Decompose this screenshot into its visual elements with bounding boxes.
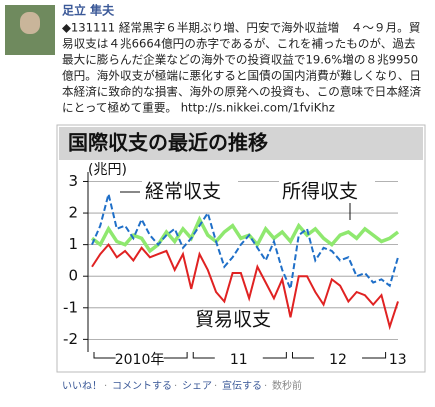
action-link[interactable]: シェア: [182, 381, 212, 392]
post-text-line: にとって極めて重要。 http://s.nikkei.com/1fviKhz: [62, 101, 335, 115]
year-bracket: [93, 352, 188, 359]
series-line: [91, 193, 399, 293]
y-tick-label: 0: [68, 267, 78, 285]
year-bracket: [192, 352, 287, 359]
x-tick-label: 12: [329, 352, 347, 368]
post-text-line: ◆131111 経常黒字６半期ぶり増、円安で海外収益増 ４～９月。貿: [62, 21, 420, 35]
y-unit: (兆円): [88, 162, 127, 178]
post-text-line: 易収支は４兆6664億円の赤字であるが、これを補ったものが、過去: [62, 37, 416, 51]
chart-title: 国際収支の最近の推移: [68, 131, 268, 155]
y-tick-label: 2: [68, 204, 78, 222]
series-label: 貿易収支: [195, 309, 271, 331]
post-text-line: 最大に膨らんだ企業などの海外での投資収益で19.6%増の８兆9950: [62, 53, 418, 67]
post-text-line: 億円。海外収支が極端に悪化すると国債の国内消費が難しくなり、日: [62, 69, 421, 83]
post-text-line: 本経済に致命的な損害、海外の原発への投資も、この意味で日本経済: [62, 85, 421, 99]
separator: ·: [104, 381, 107, 392]
separator: ·: [174, 381, 177, 392]
action-link[interactable]: いいね！: [62, 380, 102, 392]
series-line: [91, 242, 399, 331]
y-tick-label: -1: [63, 298, 78, 316]
action-link[interactable]: コメントする: [112, 380, 172, 392]
series-label: 経常収支: [145, 181, 221, 203]
y-tick-label: 3: [68, 172, 78, 190]
avatar-face: [20, 12, 40, 34]
x-tick-label: 13: [389, 352, 407, 368]
author[interactable]: 足立 隼夫: [62, 3, 115, 18]
series-line: [90, 215, 400, 254]
title-banner: [59, 127, 423, 160]
series-label-bg: [279, 181, 375, 203]
action-link[interactable]: 宣伝する: [222, 379, 262, 392]
year-bracket: [291, 352, 387, 359]
separator: ·: [264, 381, 267, 392]
series-label-bg: [192, 309, 288, 331]
y-tick-label: 1: [68, 235, 78, 253]
y-tick-label: -2: [63, 330, 78, 348]
action-link: 数秒前: [272, 379, 302, 392]
series-label: 所得収支: [282, 181, 358, 203]
x-tick-label: 11: [230, 352, 248, 368]
separator: ·: [214, 381, 217, 392]
series-label-bg: [142, 181, 238, 203]
x-tick-label: 2010年: [115, 352, 165, 368]
